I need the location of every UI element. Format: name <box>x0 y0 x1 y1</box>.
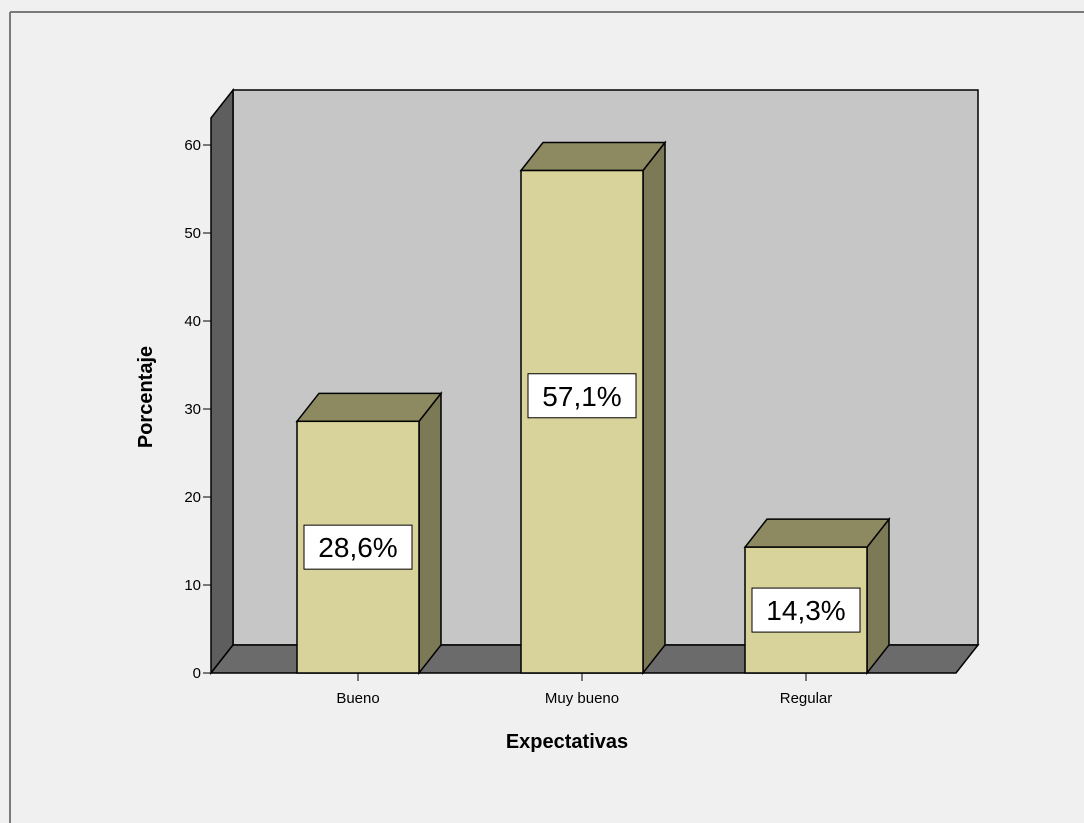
bar-top <box>295 392 443 423</box>
y-tick-label: 50 <box>184 225 201 242</box>
value-label: 28,6% <box>318 532 397 563</box>
x-axis: Bueno Muy bueno Regular <box>203 672 956 707</box>
y-axis: 0 10 20 30 40 50 60 <box>184 137 212 682</box>
y-tick-label: 40 <box>184 313 201 330</box>
x-axis-title: Expectativas <box>506 731 628 753</box>
y-tick-label: 10 <box>184 577 201 594</box>
bar-top <box>519 141 667 172</box>
y-tick-label: 0 <box>193 665 201 682</box>
x-tick-label: Regular <box>780 690 833 707</box>
x-tick-label: Bueno <box>336 690 379 707</box>
bar-bueno: 28,6% <box>295 391 443 676</box>
bar-side <box>642 140 666 676</box>
value-label-box <box>527 373 637 419</box>
bar-top <box>743 518 891 548</box>
value-label-box <box>303 524 413 570</box>
value-label-box <box>751 587 861 633</box>
bar-side <box>418 391 442 676</box>
y-tick-label: 30 <box>184 401 201 418</box>
x-tick-label: Muy bueno <box>545 690 619 707</box>
value-label: 57,1% <box>542 381 621 412</box>
bar-regular: 14,3% <box>743 516 891 676</box>
plot-side-wall <box>210 87 234 676</box>
y-axis-title: Porcentaje <box>135 346 157 448</box>
bars: 28,6% 57,1% 14,3% <box>295 140 891 676</box>
bar-muy-bueno: 57,1% <box>519 140 667 676</box>
bar-front <box>520 169 644 674</box>
value-label: 14,3% <box>766 595 845 626</box>
y-tick-label: 60 <box>184 137 201 154</box>
y-tick-label: 20 <box>184 489 201 506</box>
